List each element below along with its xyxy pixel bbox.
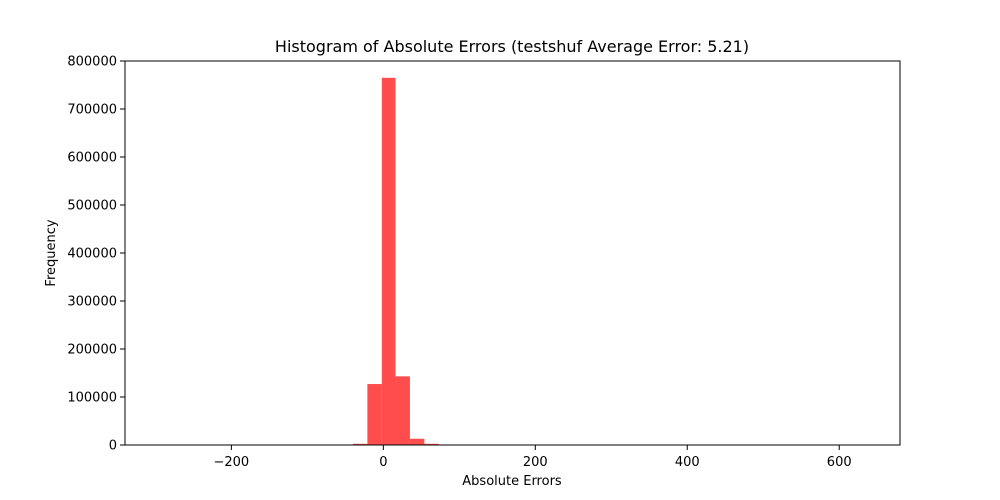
- histogram-bar-1: [352, 443, 368, 445]
- y-tick-label: 300000: [67, 295, 117, 310]
- y-tick-label: 600000: [67, 151, 117, 166]
- x-axis-label: Absolute Errors: [462, 474, 562, 489]
- x-tick-label: 600: [827, 455, 852, 470]
- y-axis-label: Frequency: [44, 219, 59, 286]
- histogram-bar-6: [424, 443, 439, 445]
- x-axis-ticks: −200 0 200 400 600: [214, 445, 852, 470]
- y-tick-label: 400000: [67, 247, 117, 262]
- plot-frame: [124, 60, 901, 446]
- y-tick-label: 0: [109, 439, 117, 454]
- y-tick-label: 800000: [67, 55, 117, 70]
- histogram-bars: [337, 77, 454, 446]
- y-tick-label: 500000: [67, 199, 117, 214]
- histogram-bar-2: [367, 384, 382, 445]
- x-tick-label: 0: [379, 455, 387, 470]
- y-tick-label: 100000: [67, 391, 117, 406]
- histogram-bar-4: [395, 376, 410, 445]
- x-tick-label: 400: [675, 455, 700, 470]
- x-tick-label: 200: [523, 455, 548, 470]
- x-tick-label: −200: [214, 455, 250, 470]
- histogram-bar-5: [409, 438, 425, 445]
- chart-title: Histogram of Absolute Errors (testshuf A…: [275, 37, 749, 56]
- histogram-bar-3: [381, 77, 396, 446]
- y-tick-label: 200000: [67, 343, 117, 358]
- y-axis-ticks: 0 100000 200000 300000 400000 500000 600000 700…: [67, 55, 125, 454]
- y-tick-label: 700000: [67, 103, 117, 118]
